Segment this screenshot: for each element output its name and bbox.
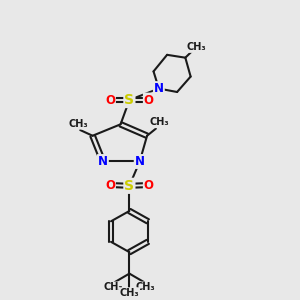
Text: O: O [144,94,154,106]
Text: S: S [124,93,134,107]
Text: N: N [98,155,108,168]
Text: O: O [105,179,115,192]
Text: CH₃: CH₃ [120,288,139,298]
Text: CH₃: CH₃ [186,42,206,52]
Text: CH₃: CH₃ [150,117,169,127]
Text: N: N [135,155,145,168]
Text: O: O [105,94,115,106]
Text: N: N [154,82,164,95]
Text: CH₃: CH₃ [68,119,88,129]
Text: O: O [144,179,154,192]
Text: CH₃: CH₃ [103,282,123,292]
Text: CH₃: CH₃ [136,282,155,292]
Text: S: S [124,179,134,193]
